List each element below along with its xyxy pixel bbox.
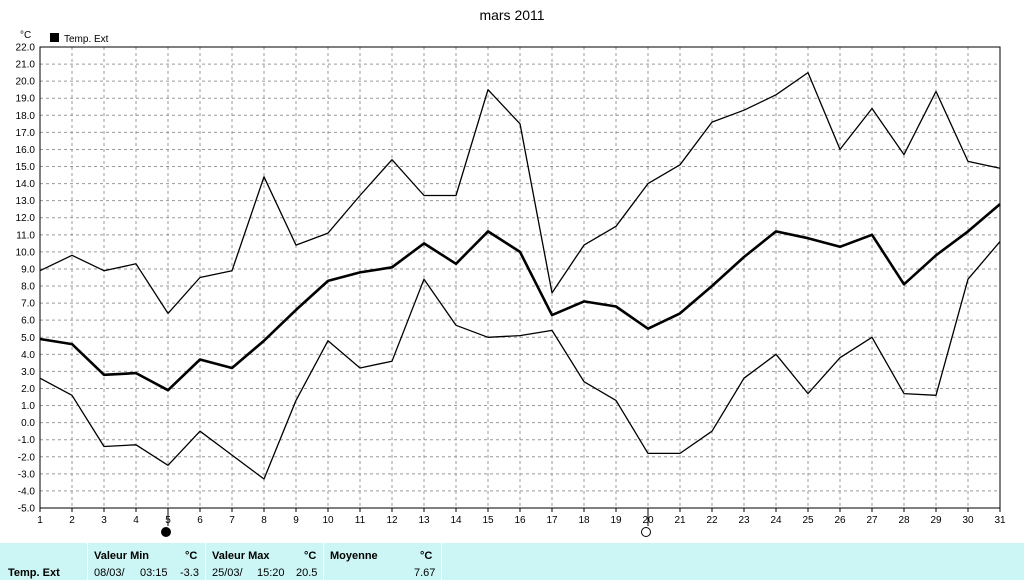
x-tick-label: 8 <box>261 515 267 526</box>
y-tick-label: 6.0 <box>21 316 35 327</box>
moon-phases <box>161 508 651 537</box>
max-value: 20.5 <box>296 567 318 579</box>
x-tick-label: 15 <box>482 515 494 526</box>
y-tick-label: 7.0 <box>21 299 35 310</box>
mean-unit: °C <box>420 550 433 562</box>
x-tick-label: 2 <box>69 515 75 526</box>
x-tick-label: 10 <box>322 515 334 526</box>
series-line-mean <box>39 203 1001 392</box>
y-tick-label: 0.0 <box>21 418 35 429</box>
series-line-min <box>39 241 1001 480</box>
y-tick-label: 15.0 <box>16 162 36 173</box>
x-tick-label: 29 <box>930 515 942 526</box>
y-tick-label: 16.0 <box>16 145 36 156</box>
y-tick-label: 5.0 <box>21 333 35 344</box>
x-tick-label: 9 <box>293 515 299 526</box>
y-tick-label: 2.0 <box>21 384 35 395</box>
x-tick-label: 12 <box>386 515 398 526</box>
y-tick-label: 4.0 <box>21 350 35 361</box>
x-tick-label: 19 <box>610 515 622 526</box>
max-time: 15:20 <box>257 567 285 579</box>
row-label: Temp. Ext <box>8 567 60 579</box>
x-tick-label: 14 <box>450 515 462 526</box>
y-tick-label: 18.0 <box>16 111 36 122</box>
min-date: 08/03/ <box>94 567 125 579</box>
max-header: Valeur Max <box>212 550 270 562</box>
y-tick-label: -4.0 <box>18 486 36 497</box>
mean-value: 7.67 <box>414 567 436 579</box>
y-tick-label: 8.0 <box>21 282 35 293</box>
unit-label: °C <box>20 30 31 41</box>
x-tick-label: 11 <box>355 515 366 526</box>
summary-panel: Valeur Min °C Valeur Max °C Moyenne °C T… <box>0 543 1024 580</box>
min-value: -3.3 <box>180 567 199 579</box>
x-tick-label: 6 <box>197 515 203 526</box>
y-tick-label: 3.0 <box>21 367 35 378</box>
y-tick-label: -3.0 <box>18 469 36 480</box>
y-tick-label: 11.0 <box>16 230 35 241</box>
x-tick-label: 21 <box>674 515 686 526</box>
y-tick-label: 14.0 <box>16 179 36 190</box>
y-tick-label: 17.0 <box>16 128 36 139</box>
legend-swatch <box>50 33 59 42</box>
max-date: 25/03/ <box>212 567 243 579</box>
series-line-max <box>39 71 1001 315</box>
x-tick-label: 26 <box>834 515 846 526</box>
temperature-chart: mars 2011 °C Temp. Ext 22.021.020.019.01… <box>16 7 1006 537</box>
x-tick-label: 30 <box>962 515 974 526</box>
y-tick-label: 12.0 <box>16 213 36 224</box>
y-tick-label: 22.0 <box>16 43 36 54</box>
x-tick-label: 3 <box>101 515 107 526</box>
series-lines <box>39 71 1001 480</box>
x-tick-label: 4 <box>133 515 139 526</box>
y-tick-label: 9.0 <box>21 264 35 275</box>
x-tick-label: 28 <box>898 515 910 526</box>
x-tick-label: 13 <box>418 515 430 526</box>
y-tick-label: 10.0 <box>16 247 36 258</box>
chart-title: mars 2011 <box>479 7 544 23</box>
y-tick-label: 1.0 <box>21 401 35 412</box>
y-tick-label: -2.0 <box>18 452 36 463</box>
min-time: 03:15 <box>140 567 168 579</box>
max-unit: °C <box>304 550 317 562</box>
x-tick-label: 22 <box>706 515 718 526</box>
x-tick-label: 25 <box>802 515 814 526</box>
plot-frame <box>39 46 1001 509</box>
y-tick-label: 13.0 <box>16 196 36 207</box>
grid <box>40 47 1000 508</box>
x-tick-label: 7 <box>229 515 235 526</box>
y-tick-label: -1.0 <box>18 435 36 446</box>
new-moon-icon <box>161 527 171 537</box>
x-tick-label: 16 <box>514 515 526 526</box>
y-tick-label: 21.0 <box>16 60 36 71</box>
full-moon-icon <box>641 527 651 537</box>
min-unit: °C <box>185 550 198 562</box>
min-header: Valeur Min <box>94 550 150 562</box>
x-tick-label: 24 <box>770 515 782 526</box>
y-tick-label: -5.0 <box>18 504 36 515</box>
x-tick-label: 1 <box>37 515 43 526</box>
y-tick-label: 19.0 <box>16 94 36 105</box>
x-tick-label: 23 <box>738 515 750 526</box>
x-tick-label: 18 <box>578 515 590 526</box>
mean-header: Moyenne <box>330 550 378 562</box>
x-tick-label: 27 <box>866 515 878 526</box>
x-tick-label: 17 <box>546 515 558 526</box>
x-tick-label: 31 <box>994 515 1006 526</box>
legend-label: Temp. Ext <box>64 34 109 45</box>
y-tick-label: 20.0 <box>16 77 36 88</box>
